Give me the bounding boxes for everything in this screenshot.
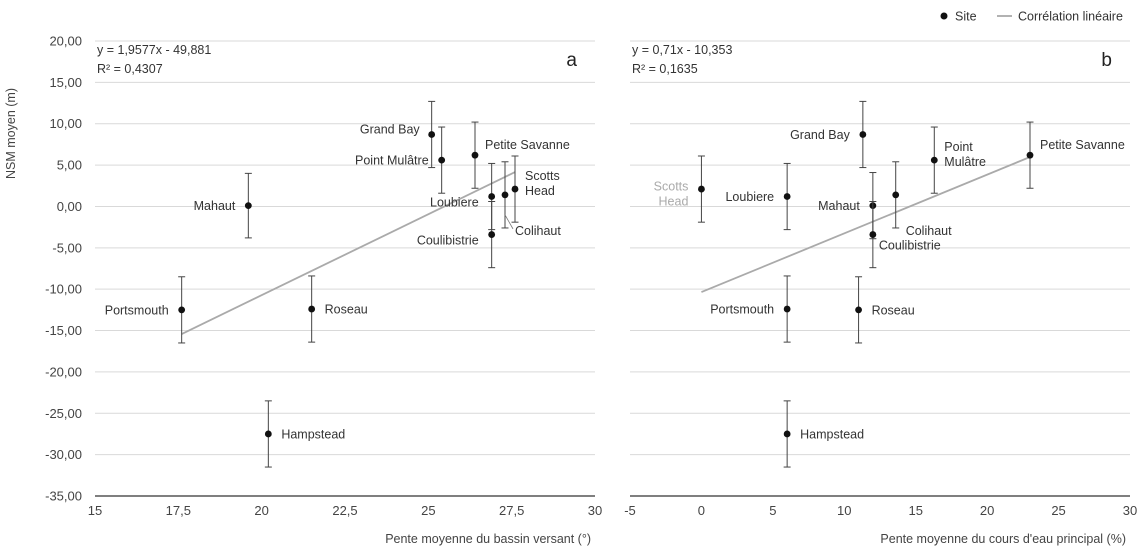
- data-point: [264, 430, 272, 438]
- y-tick-label: 20,00: [49, 34, 82, 49]
- y-tick-label: 0,00: [57, 199, 82, 214]
- x-axis-title: Pente moyenne du bassin versant (°): [385, 532, 591, 546]
- x-tick-label: 30: [588, 503, 602, 518]
- point-label-line: Head: [659, 195, 689, 209]
- data-point: [488, 231, 496, 238]
- data-point: [855, 306, 862, 314]
- legend-site-label: Site: [955, 10, 977, 24]
- data-point: [783, 430, 791, 438]
- point-label: Petite Savanne: [485, 138, 570, 152]
- label-leader-line: [504, 214, 514, 230]
- y-tick-label: 10,00: [49, 116, 82, 131]
- x-tick-label: 10: [837, 503, 851, 518]
- data-point: [930, 156, 938, 164]
- x-axis-title: Pente moyenne du cours d'eau principal (…: [880, 532, 1126, 546]
- y-tick-label: -30,00: [45, 447, 82, 462]
- y-tick-label: 5,00: [57, 158, 82, 173]
- point-label: Coulibistrie: [417, 234, 479, 248]
- point-label: Roseau: [872, 303, 915, 317]
- data-point: [511, 185, 519, 193]
- data-point: [869, 231, 877, 238]
- point-label: Hampstead: [281, 427, 345, 441]
- point-label: Point Mulâtre: [355, 154, 429, 168]
- panel-a: 15 17,5 20 22,5 25 27,5 30 20,00 15,00 10,00 5,00 0…: [4, 34, 602, 547]
- regression-equation: y = 0,71x - 10,353: [632, 43, 732, 57]
- point-label: Mahaut: [818, 199, 860, 213]
- x-tick-label: 15: [88, 503, 102, 518]
- point-label: Colihaut: [906, 224, 952, 238]
- x-tick-label: 27,5: [499, 503, 524, 518]
- legend-site-marker: [940, 12, 948, 20]
- x-tick-label: 0: [698, 503, 705, 518]
- x-tick-label: 30: [1123, 503, 1137, 518]
- data-point: [859, 131, 867, 138]
- y-tick-label: -35,00: [45, 489, 82, 504]
- data-point: [244, 202, 252, 210]
- point-label-line: Point: [944, 140, 973, 154]
- y-axis-title: NSM moyen (m): [4, 88, 18, 179]
- data-point: [308, 305, 316, 313]
- data-point: [783, 193, 791, 200]
- regression-r2: R² = 0,1635: [632, 62, 698, 76]
- x-tick-label: 22,5: [332, 503, 357, 518]
- point-label: Roseau: [325, 303, 368, 317]
- y-tick-label: -10,00: [45, 282, 82, 297]
- data-point: [178, 306, 186, 314]
- point-label: Loubiere: [725, 190, 774, 204]
- point-label: Portsmouth: [105, 303, 169, 317]
- legend-line-label: Corrélation linéaire: [1018, 10, 1123, 24]
- data-point: [438, 156, 446, 164]
- regression-line: [181, 171, 516, 335]
- y-tick-label: -20,00: [45, 364, 82, 379]
- x-tick-label: 15: [908, 503, 922, 518]
- point-label: Colihaut: [515, 224, 561, 238]
- x-tick-label: 25: [421, 503, 435, 518]
- point-label: Loubiere: [430, 196, 479, 210]
- x-tick-label: 5: [769, 503, 776, 518]
- panel-letter: a: [566, 50, 577, 71]
- point-label: Point Mulâtre: [944, 140, 986, 169]
- x-tick-label: 20: [254, 503, 268, 518]
- x-tick-label: -5: [624, 503, 636, 518]
- point-label: Scotts Head: [525, 169, 560, 198]
- point-label-line: Scotts: [654, 180, 689, 194]
- point-label: Mahaut: [194, 199, 236, 213]
- y-tick-label: -15,00: [45, 323, 82, 338]
- point-label: Grand Bay: [790, 128, 851, 142]
- point-label: Petite Savanne: [1040, 138, 1125, 152]
- data-point: [501, 191, 509, 199]
- point-label: Scotts Head: [654, 180, 689, 209]
- point-label: Grand Bay: [360, 122, 421, 136]
- point-label-line: Mulâtre: [944, 155, 986, 169]
- legend: Site Corrélation linéaire: [940, 10, 1123, 24]
- regression-equation: y = 1,9577x - 49,881: [97, 43, 211, 57]
- x-tick-label: 17,5: [166, 503, 191, 518]
- point-label: Portsmouth: [710, 303, 774, 317]
- point-label: Hampstead: [800, 427, 864, 441]
- panel-b: -5 0 5 10 15 20 25 30 Pente moyenne du cours d'e…: [624, 40, 1137, 546]
- data-point: [488, 193, 496, 200]
- data-point: [428, 131, 436, 138]
- data-point: [892, 191, 900, 199]
- data-point: [783, 305, 791, 313]
- data-point: [1026, 151, 1034, 159]
- point-label-line: Scotts: [525, 169, 560, 183]
- data-point: [471, 151, 479, 159]
- x-tick-label: 25: [1051, 503, 1065, 518]
- regression-line: [701, 156, 1031, 293]
- y-tick-label: -25,00: [45, 406, 82, 421]
- data-point: [698, 185, 705, 193]
- y-tick-label: -5,00: [52, 240, 82, 255]
- x-tick-label: 20: [980, 503, 994, 518]
- point-label: Coulibistrie: [879, 239, 941, 253]
- regression-r2: R² = 0,4307: [97, 62, 163, 76]
- y-tick-label: 15,00: [49, 75, 82, 90]
- point-label-line: Head: [525, 184, 555, 198]
- panel-letter: b: [1101, 50, 1112, 71]
